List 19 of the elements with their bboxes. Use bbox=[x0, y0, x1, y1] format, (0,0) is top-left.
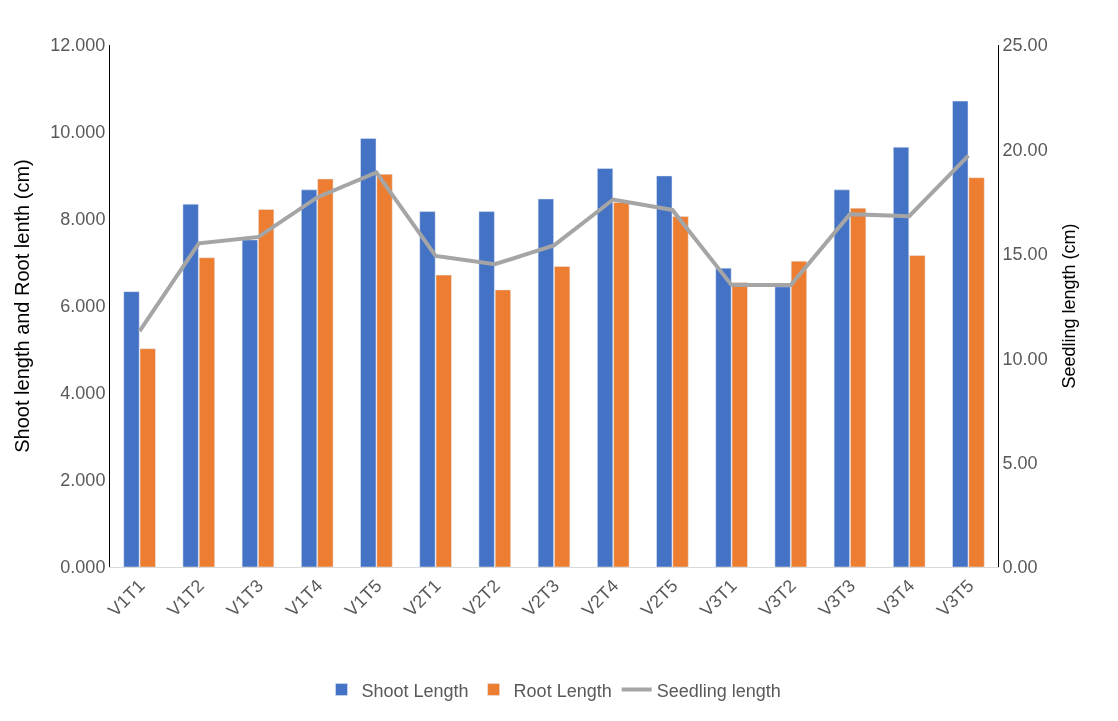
y2-tick-label: 5.00 bbox=[1002, 452, 1038, 473]
y-tick-label: 0.000 bbox=[60, 557, 106, 578]
legend-label: Seedling length bbox=[656, 680, 781, 701]
y2-tick-label: 20.00 bbox=[1002, 139, 1048, 160]
y2-tick-label: 15.00 bbox=[1002, 244, 1048, 265]
legend-label: Shoot Length bbox=[361, 680, 469, 701]
y-axis-title: Shoot length and Root lenth (cm) bbox=[10, 159, 33, 453]
y2-tick-label: 0.00 bbox=[1002, 557, 1038, 578]
y-tick-label: 6.000 bbox=[60, 296, 106, 317]
legend-label: Root Length bbox=[513, 680, 612, 701]
y2-tick-label: 25.00 bbox=[1002, 35, 1048, 56]
y-tick-label: 12.000 bbox=[50, 35, 106, 56]
y2-tick-label: 10.00 bbox=[1002, 348, 1048, 369]
y-tick-label: 8.000 bbox=[60, 209, 106, 230]
y-tick-label: 2.000 bbox=[60, 470, 106, 491]
y2-axis-title: Seedling length (cm) bbox=[1058, 223, 1079, 389]
y-tick-label: 4.000 bbox=[60, 383, 106, 404]
line-series bbox=[137, 153, 971, 334]
y-tick-label: 10.000 bbox=[50, 122, 106, 143]
